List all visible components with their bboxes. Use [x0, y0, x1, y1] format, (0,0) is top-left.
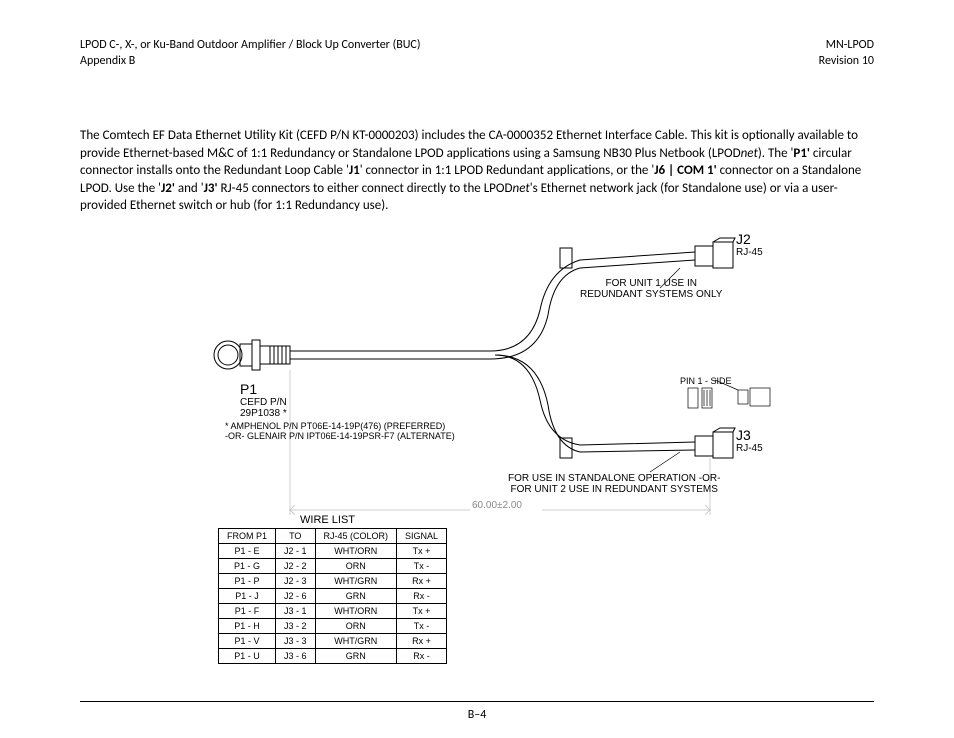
table-cell: WHT/ORN: [315, 604, 397, 619]
th-3: SIGNAL: [397, 529, 447, 544]
p1-label-block: P1 CEFD P/N 29P1038 *: [240, 382, 287, 419]
header-right: MN-LPOD Revision 10: [819, 38, 874, 69]
j2-small: RJ-45: [736, 247, 763, 258]
para-t6: J1: [349, 163, 360, 178]
table-cell: Rx +: [397, 574, 447, 589]
para-t2: net: [741, 146, 758, 161]
unit2-l2: FOR UNIT 2 USE IN REDUNDANT SYSTEMS: [508, 484, 720, 495]
table-cell: ORN: [315, 619, 397, 634]
j3-big: J3: [736, 428, 763, 443]
table-cell: P1 - J: [219, 589, 276, 604]
para-t10: J2': [161, 181, 175, 196]
body-paragraph: The Comtech EF Data Ethernet Utility Kit…: [80, 127, 874, 215]
amphenol-l1: * AMPHENOL P/N PT06E-14-19P(476) (PREFER…: [225, 422, 455, 432]
table-cell: Tx -: [397, 619, 447, 634]
table-cell: Rx -: [397, 649, 447, 664]
table-row: P1 - EJ2 - 1WHT/ORNTx +: [219, 544, 447, 559]
unit1-l1: FOR UNIT 1 USE IN: [580, 278, 722, 289]
para-t14: net: [513, 181, 530, 196]
table-cell: J3 - 6: [276, 649, 316, 664]
th-0: FROM P1: [219, 529, 276, 544]
para-t8: J6 | COM 1': [654, 163, 716, 178]
j3-small: RJ-45: [736, 443, 763, 454]
table-row: P1 - FJ3 - 1WHT/ORNTx +: [219, 604, 447, 619]
table-cell: Tx -: [397, 559, 447, 574]
para-t4: P1': [793, 146, 810, 161]
j2-big: J2: [736, 232, 763, 247]
header-left-line2: Appendix B: [80, 54, 420, 70]
header-left-line1: LPOD C-, X-, or Ku-Band Outdoor Amplifie…: [80, 38, 420, 54]
page-number: B–4: [468, 708, 487, 722]
table-row: P1 - PJ2 - 3WHT/GRNRx +: [219, 574, 447, 589]
table-row: P1 - VJ3 - 3WHT/GRNRx +: [219, 634, 447, 649]
table-cell: P1 - U: [219, 649, 276, 664]
page-footer: B–4: [80, 701, 874, 722]
th-1: TO: [276, 529, 316, 544]
cable-diagram: P1 CEFD P/N 29P1038 * * AMPHENOL P/N PT0…: [210, 220, 790, 520]
table-cell: Rx +: [397, 634, 447, 649]
p1-label: P1: [240, 382, 287, 397]
table-cell: J2 - 3: [276, 574, 316, 589]
table-cell: WHT/ORN: [315, 544, 397, 559]
table-cell: J3 - 2: [276, 619, 316, 634]
p1-pn: 29P1038 *: [240, 408, 287, 419]
para-t13: RJ-45 connectors to either connect direc…: [218, 181, 513, 196]
table-cell: Tx +: [397, 604, 447, 619]
wire-list-table: FROM P1 TO RJ-45 (COLOR) SIGNAL P1 - EJ2…: [218, 528, 447, 664]
para-t7: ' connector in 1:1 LPOD Redundant applic…: [360, 163, 655, 178]
table-cell: J2 - 2: [276, 559, 316, 574]
header-left: LPOD C-, X-, or Ku-Band Outdoor Amplifie…: [80, 38, 420, 69]
header-right-line2: Revision 10: [819, 54, 874, 70]
para-t11: and ': [175, 181, 204, 196]
unit2-l1: FOR USE IN STANDALONE OPERATION -OR-: [508, 473, 720, 484]
table-row: P1 - UJ3 - 6GRNRx -: [219, 649, 447, 664]
table-cell: GRN: [315, 589, 397, 604]
unit2-note: FOR USE IN STANDALONE OPERATION -OR- FOR…: [508, 473, 720, 495]
table-cell: J3 - 1: [276, 604, 316, 619]
pin1-label: PIN 1 - SIDE: [680, 377, 732, 387]
table-cell: ORN: [315, 559, 397, 574]
table-cell: P1 - G: [219, 559, 276, 574]
j2-label: J2 RJ-45: [736, 232, 763, 258]
table-row: P1 - GJ2 - 2ORNTx -: [219, 559, 447, 574]
wire-list-title: WIRE LIST: [300, 514, 355, 526]
table-cell: Rx -: [397, 589, 447, 604]
table-cell: J2 - 6: [276, 589, 316, 604]
table-row: P1 - HJ3 - 2ORNTx -: [219, 619, 447, 634]
table-cell: P1 - E: [219, 544, 276, 559]
j3-label: J3 RJ-45: [736, 428, 763, 454]
table-cell: GRN: [315, 649, 397, 664]
table-row: P1 - JJ2 - 6GRNRx -: [219, 589, 447, 604]
table-cell: WHT/GRN: [315, 574, 397, 589]
table-header-row: FROM P1 TO RJ-45 (COLOR) SIGNAL: [219, 529, 447, 544]
page-header: LPOD C-, X-, or Ku-Band Outdoor Amplifie…: [80, 38, 874, 69]
para-t12: J3': [204, 181, 218, 196]
page: LPOD C-, X-, or Ku-Band Outdoor Amplifie…: [0, 0, 954, 738]
table-cell: Tx +: [397, 544, 447, 559]
unit1-note: FOR UNIT 1 USE IN REDUNDANT SYSTEMS ONLY: [580, 278, 722, 300]
amphenol-l2: -OR- GLENAIR P/N IPT06E-14-19PSR-F7 (ALT…: [225, 432, 455, 442]
para-t3: ). The ': [758, 146, 794, 161]
table-cell: P1 - V: [219, 634, 276, 649]
table-cell: P1 - F: [219, 604, 276, 619]
table-cell: WHT/GRN: [315, 634, 397, 649]
table-cell: P1 - H: [219, 619, 276, 634]
unit1-l2: REDUNDANT SYSTEMS ONLY: [580, 289, 722, 300]
th-2: RJ-45 (COLOR): [315, 529, 397, 544]
p1-cefd: CEFD P/N: [240, 397, 287, 408]
table-cell: J3 - 3: [276, 634, 316, 649]
amphenol-note: * AMPHENOL P/N PT06E-14-19P(476) (PREFER…: [225, 422, 455, 442]
table-cell: J2 - 1: [276, 544, 316, 559]
header-right-line1: MN-LPOD: [819, 38, 874, 54]
dimension-label: 60.00±2.00: [472, 500, 522, 511]
table-cell: P1 - P: [219, 574, 276, 589]
diagram-svg: [210, 220, 790, 520]
